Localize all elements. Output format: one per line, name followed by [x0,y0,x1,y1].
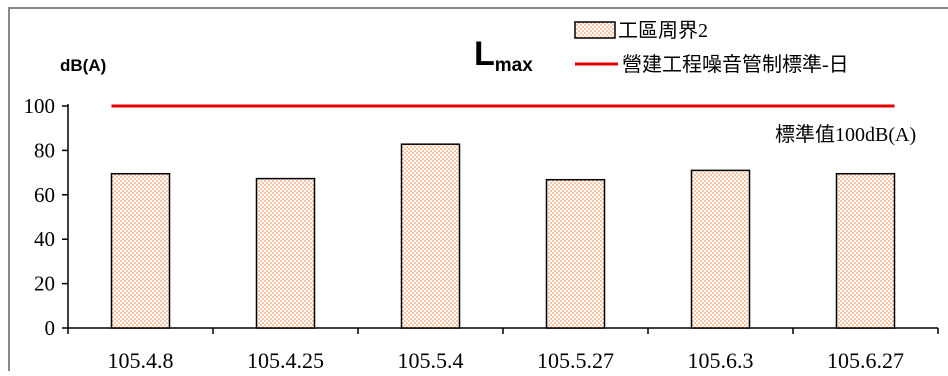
chart-frame [8,7,948,376]
bar [400,143,461,329]
x-tick-label: 105.6.27 [827,348,904,371]
bars [110,143,896,329]
y-tick-label: 100 [24,94,56,118]
legend-label-bar: 工區周界2 [618,20,708,42]
y-tick-label: 80 [34,138,55,162]
bar [690,169,751,329]
bar [255,177,316,329]
legend-label-reference: 營建工程噪音管制標準-日 [622,53,849,76]
x-tick-label: 105.4.8 [108,348,174,371]
chart-title: Lmax [474,35,533,76]
legend: 工區周界2 營建工程噪音管制標準-日 [574,20,849,76]
bar [835,172,896,329]
x-tick-labels: 105.4.8 105.4.25 105.5.4 105.5.27 105.6.3 105… [108,348,905,373]
y-axis-label: dB(A) [60,56,106,75]
x-tick-label: 105.5.4 [398,348,464,371]
x-tick-label: 105.6.3 [688,348,754,371]
x-tick-label: 105.4.25 [247,348,324,371]
y-tick-label: 0 [45,316,56,340]
legend-swatch-bar [574,21,616,39]
chart-title-main: L [474,35,495,73]
chart-title-sub: max [495,55,533,76]
y-tick-label: 40 [34,227,55,251]
reference-annotation: 標準值100dB(A) [775,123,916,146]
bar [545,178,606,329]
y-tick-label: 20 [34,272,55,296]
y-tick-label: 60 [34,183,55,207]
x-tick-label: 105.5.27 [537,348,614,371]
bar [110,172,171,329]
axes: 0 20 40 60 80 100 [24,94,939,340]
